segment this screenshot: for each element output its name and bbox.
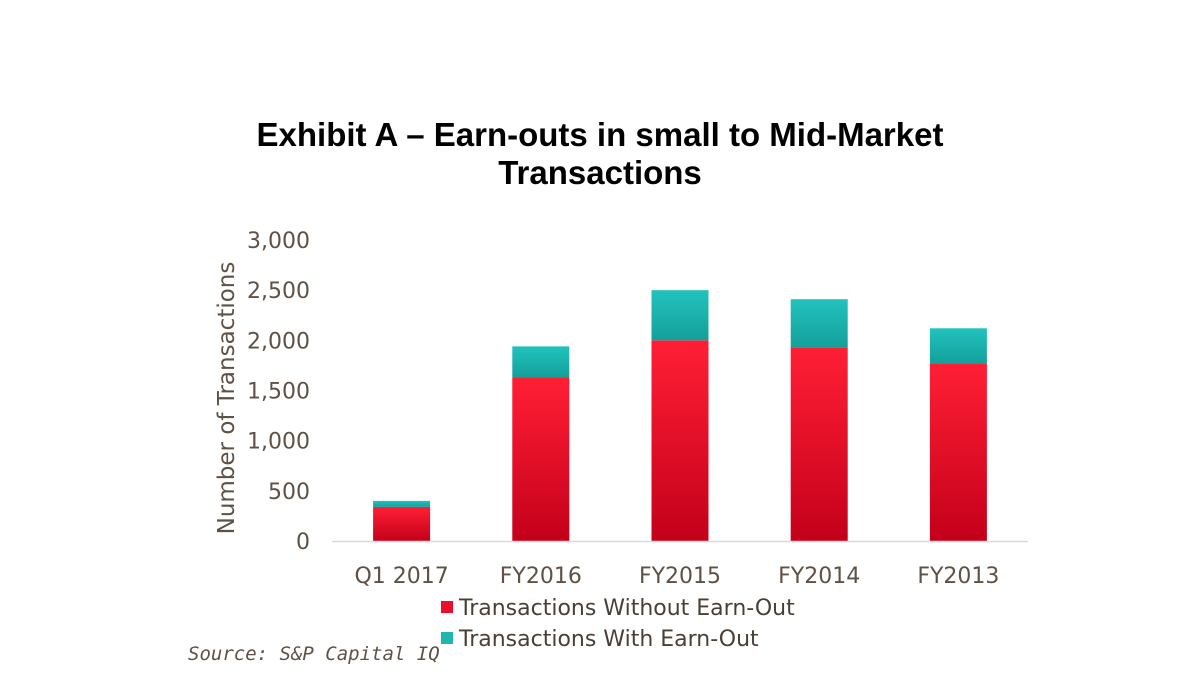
chart-title-line-1: Exhibit A – Earn-outs in small to Mid-Ma… — [256, 116, 944, 153]
y-tick-label: 2,500 — [247, 279, 310, 304]
bar-without-earn-out — [929, 363, 987, 541]
source-note: Source: S&P Capital IQ — [188, 643, 440, 665]
bar-without-earn-out — [790, 347, 848, 541]
y-tick-label: 0 — [296, 530, 310, 555]
y-tick-label: 1,000 — [247, 430, 310, 455]
bar-without-earn-out — [373, 506, 431, 541]
bar-without-earn-out — [512, 377, 570, 541]
y-tick-label: 500 — [268, 480, 310, 505]
x-axis-ticks: Q1 2017 FY2016 FY2015 FY2014 FY2013 — [354, 564, 999, 589]
legend-swatch-with — [441, 632, 453, 644]
y-axis-label: Number of Transactions — [214, 262, 240, 535]
bars — [373, 290, 987, 541]
y-tick-label: 2,000 — [247, 329, 310, 354]
x-tick-label: FY2015 — [639, 564, 721, 589]
chart-title-line-2: Transactions — [498, 154, 702, 191]
bar-with-earn-out — [512, 346, 570, 378]
y-axis-ticks: 0 500 1,000 1,500 2,000 2,500 3,000 — [247, 229, 310, 555]
bar-without-earn-out — [651, 340, 709, 541]
y-tick-label: 1,500 — [247, 380, 310, 405]
legend-label-with: Transactions With Earn-Out — [458, 627, 759, 652]
bar-with-earn-out — [651, 290, 709, 341]
x-tick-label: FY2016 — [500, 564, 582, 589]
bar-with-earn-out — [373, 500, 431, 507]
chart-title: Exhibit A – Earn-outs in small to Mid-Ma… — [0, 116, 1200, 192]
legend-swatch-without — [441, 601, 453, 613]
x-tick-label: Q1 2017 — [354, 564, 448, 589]
bar-with-earn-out — [790, 299, 848, 348]
y-tick-label: 3,000 — [247, 229, 310, 254]
legend: Transactions Without Earn-Out Transaction… — [441, 596, 795, 652]
x-tick-label: FY2013 — [917, 564, 999, 589]
x-tick-label: FY2014 — [778, 564, 860, 589]
bar-with-earn-out — [929, 328, 987, 364]
legend-label-without: Transactions Without Earn-Out — [458, 596, 795, 621]
